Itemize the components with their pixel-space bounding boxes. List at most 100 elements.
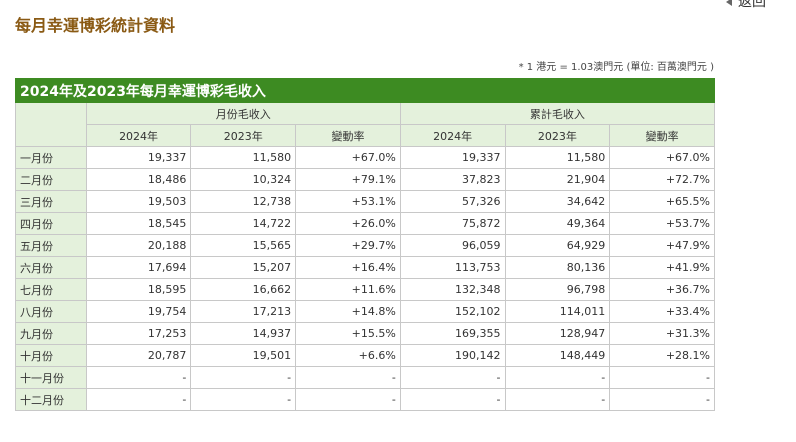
value-cell: 20,787 (85, 344, 192, 367)
value-cell: 114,011 (504, 300, 611, 323)
value-cell: 11,580 (504, 146, 611, 169)
month-cell: 三月份 (15, 190, 87, 213)
value-cell: 190,142 (399, 344, 506, 367)
month-cell: 十二月份 (15, 388, 87, 411)
month-cell: 十一月份 (15, 366, 87, 389)
value-cell: 169,355 (399, 322, 506, 345)
page-title: 每月幸運博彩統計資料 (15, 16, 176, 35)
value-cell: - (399, 366, 506, 389)
value-cell: 34,642 (504, 190, 611, 213)
group-header: 累計毛收入 (399, 102, 716, 125)
value-cell: - (190, 366, 297, 389)
data-row: 三月份 19,503 12,738 +53.1% 57,326 34,642 +65.5% (15, 190, 715, 213)
month-cell: 五月份 (15, 234, 87, 257)
month-cell: 一月份 (15, 146, 87, 169)
value-cell: 17,694 (85, 256, 192, 279)
value-cell: 49,364 (504, 212, 611, 235)
column-header: 2023年 (190, 124, 297, 147)
value-cell: +6.6% (295, 344, 401, 367)
value-cell: +29.7% (295, 234, 401, 257)
column-header: 變動率 (609, 124, 715, 147)
month-cell: 八月份 (15, 300, 87, 323)
value-cell: - (85, 366, 192, 389)
group-header: 月份毛收入 (85, 102, 401, 125)
corner-cell (15, 102, 87, 147)
value-cell: 128,947 (504, 322, 611, 345)
value-cell: +31.3% (609, 322, 715, 345)
value-cell: 18,545 (85, 212, 192, 235)
value-cell: 14,937 (190, 322, 297, 345)
value-cell: +72.7% (609, 168, 715, 191)
value-cell: - (295, 366, 401, 389)
month-cell: 二月份 (15, 168, 87, 191)
value-cell: +65.5% (609, 190, 715, 213)
value-cell: 37,823 (399, 168, 506, 191)
value-cell: +67.0% (295, 146, 401, 169)
value-cell: 148,449 (504, 344, 611, 367)
value-cell: - (609, 366, 715, 389)
value-cell: +53.1% (295, 190, 401, 213)
value-cell: 15,207 (190, 256, 297, 279)
value-cell: 19,337 (85, 146, 192, 169)
month-cell: 七月份 (15, 278, 87, 301)
value-cell: +14.8% (295, 300, 401, 323)
value-cell: +33.4% (609, 300, 715, 323)
value-cell: 96,798 (504, 278, 611, 301)
value-cell: - (190, 388, 297, 411)
table-body: 2024年及2023年每月幸運博彩毛收入 月份毛收入 累計毛收入 2024年 20… (15, 78, 716, 411)
data-row: 二月份 18,486 10,324 +79.1% 37,823 21,904 +72.7% (15, 168, 715, 191)
unit-note: * 1 港元 = 1.03澳門元 (單位: 百萬澳門元 ) (518, 62, 714, 73)
value-cell: 57,326 (399, 190, 506, 213)
value-cell: +36.7% (609, 278, 715, 301)
value-cell: 10,324 (190, 168, 297, 191)
value-cell: +28.1% (609, 344, 715, 367)
value-cell: - (399, 388, 506, 411)
value-cell: 18,486 (85, 168, 192, 191)
group-row: 月份毛收入 累計毛收入 (15, 102, 716, 147)
value-cell: 75,872 (399, 212, 506, 235)
column-header: 2024年 (85, 124, 192, 147)
column-row: 2024年 2023年 變動率 2024年 2023年 變動率 (16, 124, 715, 147)
data-row: 一月份 19,337 11,580 +67.0% 19,337 11,580 +67.0% (15, 146, 715, 169)
value-cell: 19,754 (85, 300, 192, 323)
value-cell: 21,904 (504, 168, 611, 191)
value-cell: 12,738 (190, 190, 297, 213)
back-icon (726, 0, 732, 6)
value-cell: +41.9% (609, 256, 715, 279)
value-cell: +16.4% (295, 256, 401, 279)
value-cell: +67.0% (609, 146, 715, 169)
value-cell: 14,722 (190, 212, 297, 235)
month-cell: 四月份 (15, 212, 87, 235)
value-cell: +47.9% (609, 234, 715, 257)
value-cell: 20,188 (85, 234, 192, 257)
column-header: 2024年 (399, 124, 506, 147)
value-cell: - (504, 366, 611, 389)
data-row: 十二月份 - - - - - - (15, 388, 715, 411)
value-cell: 17,213 (190, 300, 297, 323)
value-cell: +53.7% (609, 212, 715, 235)
value-cell: 64,929 (504, 234, 611, 257)
column-header: 2023年 (504, 124, 611, 147)
back-link[interactable]: 返回 (738, 0, 766, 10)
value-cell: +11.6% (295, 278, 401, 301)
value-cell: 113,753 (399, 256, 506, 279)
table-caption: 2024年及2023年每月幸運博彩毛收入 (15, 78, 715, 103)
value-cell: 15,565 (190, 234, 297, 257)
value-cell: +79.1% (295, 168, 401, 191)
data-row: 四月份 18,545 14,722 +26.0% 75,872 49,364 +53.7% (15, 212, 715, 235)
caption-row: 2024年及2023年每月幸運博彩毛收入 (15, 78, 715, 103)
value-cell: 17,253 (85, 322, 192, 345)
data-row: 八月份 19,754 17,213 +14.8% 152,102 114,011 +33.4… (15, 300, 715, 323)
data-row: 十一月份 - - - - - - (15, 366, 715, 389)
value-cell: 19,503 (85, 190, 192, 213)
revenue-table: 2024年及2023年每月幸運博彩毛收入 月份毛收入 累計毛收入 2024年 20… (15, 78, 716, 411)
value-cell: 80,136 (504, 256, 611, 279)
data-row: 六月份 17,694 15,207 +16.4% 113,753 80,136 +41.9% (15, 256, 715, 279)
value-cell: 152,102 (399, 300, 506, 323)
value-cell: 96,059 (399, 234, 506, 257)
data-row: 五月份 20,188 15,565 +29.7% 96,059 64,929 +47.9% (15, 234, 715, 257)
value-cell: 11,580 (190, 146, 297, 169)
value-cell: - (295, 388, 401, 411)
value-cell: - (504, 388, 611, 411)
